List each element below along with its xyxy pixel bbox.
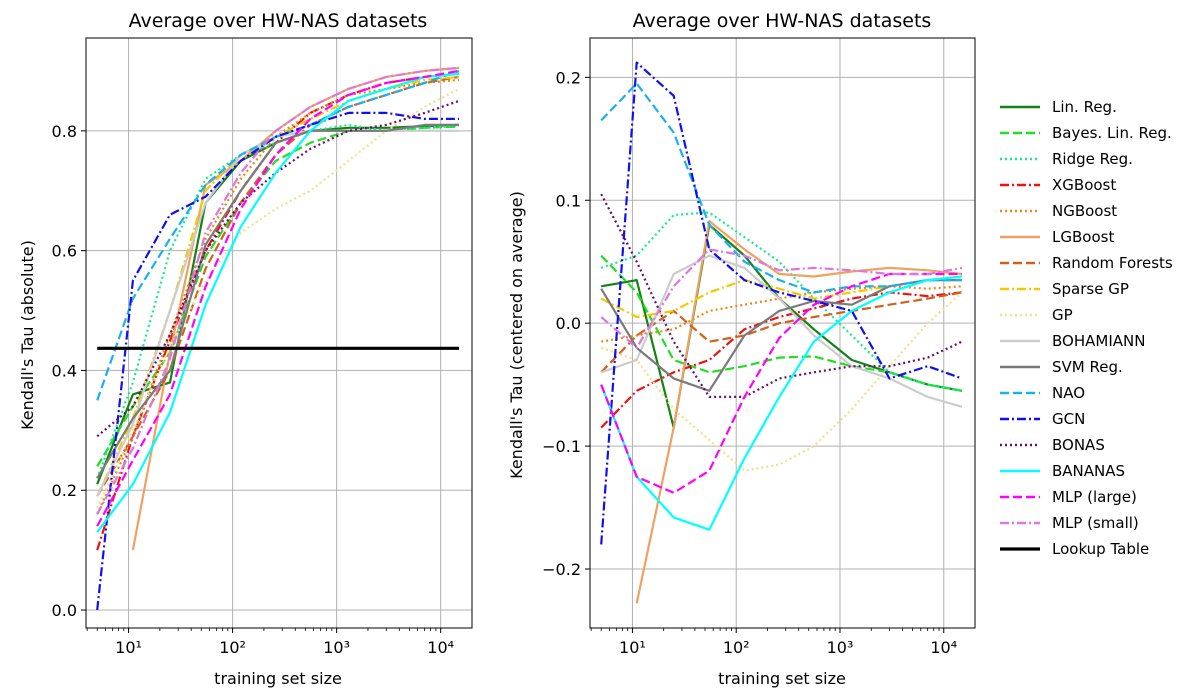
legend-label: Lin. Reg. xyxy=(1052,98,1117,116)
y-tick-label: −0.1 xyxy=(542,437,581,456)
series-line-xgboost xyxy=(96,72,460,551)
series-line-lin-reg xyxy=(96,123,460,485)
legend-label: NGBoost xyxy=(1052,202,1117,220)
series-line-gp xyxy=(600,291,963,472)
legend-label: BOHAMIANN xyxy=(1052,332,1145,350)
x-tick-label: 10⁴ xyxy=(930,638,957,657)
left-chart-panel: 10¹ 10² 10³ 10⁴ 0.0 0.2 0.4 0.6 0.8 xyxy=(52,37,473,657)
series-line-gcn xyxy=(600,61,963,545)
y-tick-label: 0.0 xyxy=(52,601,77,620)
x-tick-label: 10¹ xyxy=(619,638,646,657)
legend-label: BANANAS xyxy=(1052,462,1125,480)
series-line-bonas xyxy=(600,193,963,398)
legend-label: Lookup Table xyxy=(1052,540,1149,558)
y-tick-label: 0.6 xyxy=(52,242,77,261)
legend-label: NAO xyxy=(1052,384,1085,402)
series-line-lgboost xyxy=(635,220,963,604)
series-line-bohamiann xyxy=(600,254,963,408)
series-line-sparse-gp xyxy=(96,75,460,497)
x-tick-label: 10³ xyxy=(827,638,854,657)
series-line-ngboost xyxy=(601,285,963,343)
right-ylabel: Kendall's Tau (centered on average) xyxy=(507,191,526,479)
x-tick-label: 10¹ xyxy=(115,638,142,657)
legend: Lin. Reg. Bayes. Lin. Reg. Ridge Reg. XGBoo… xyxy=(1000,98,1173,558)
legend-label: Sparse GP xyxy=(1052,280,1129,298)
legend-label: MLP (small) xyxy=(1052,514,1139,532)
series-line-xgboost xyxy=(600,291,963,429)
legend-label: Ridge Reg. xyxy=(1052,150,1133,168)
legend-label: SVM Reg. xyxy=(1052,358,1123,376)
plot-frame xyxy=(85,37,473,629)
legend-label: Bayes. Lin. Reg. xyxy=(1052,124,1172,142)
series-line-bananas xyxy=(96,72,460,533)
y-tick-label: −0.2 xyxy=(542,560,581,579)
series-line-mlp-small xyxy=(600,248,963,349)
series-line-ridge-reg xyxy=(96,123,460,479)
series-line-mlp-large xyxy=(600,272,962,494)
series-line-gcn xyxy=(96,111,459,611)
series-line-bohamiann xyxy=(96,129,459,497)
series-line-mlp-large xyxy=(96,69,460,527)
y-tick-label: 0.4 xyxy=(52,361,77,380)
y-tick-label: 0.1 xyxy=(556,191,581,210)
series-line-lin-reg xyxy=(601,223,963,429)
legend-label: LGBoost xyxy=(1052,228,1114,246)
series-line-svm-reg xyxy=(600,279,962,392)
legend-label: XGBoost xyxy=(1052,176,1116,194)
series-line-random-forests xyxy=(600,291,963,374)
series-line-svm-reg xyxy=(96,123,459,479)
series-line-bonas xyxy=(96,99,460,438)
legend-label: Random Forests xyxy=(1052,254,1173,272)
series-line-nao xyxy=(600,82,962,294)
left-xlabel: training set size xyxy=(214,669,342,688)
x-tick-label: 10³ xyxy=(323,638,350,657)
series-line-gp xyxy=(96,87,460,509)
legend-label: GP xyxy=(1052,306,1073,324)
y-tick-label: 0.2 xyxy=(52,481,77,500)
left-ylabel: Kendall's Tau (absolute) xyxy=(18,240,37,430)
right-xlabel: training set size xyxy=(718,669,846,688)
plot-frame xyxy=(589,37,976,629)
x-tick-label: 10² xyxy=(219,638,246,657)
y-tick-label: 0.2 xyxy=(556,68,581,87)
x-tick-label: 10⁴ xyxy=(427,638,454,657)
series-line-sparse-gp xyxy=(600,279,962,319)
legend-label: BONAS xyxy=(1052,436,1105,454)
right-chart-panel: 10¹ 10² 10³ 10⁴ −0.2 −0.1 0.0 0.1 0.2 xyxy=(542,37,976,657)
y-tick-label: 0.0 xyxy=(556,314,581,333)
right-chart-title: Average over HW-NAS datasets xyxy=(633,10,932,32)
series-line-bananas xyxy=(600,275,963,531)
x-tick-label: 10² xyxy=(723,638,750,657)
series-line-mlp-small xyxy=(96,66,460,515)
y-tick-label: 0.8 xyxy=(52,122,77,141)
series-line-random-forests xyxy=(96,75,460,497)
legend-label: GCN xyxy=(1052,410,1085,428)
legend-label: MLP (large) xyxy=(1052,488,1137,506)
series-line-bayes-lin-reg xyxy=(96,125,460,467)
series-line-bayes-lin-reg xyxy=(600,254,963,392)
left-chart-title: Average over HW-NAS datasets xyxy=(129,10,428,32)
